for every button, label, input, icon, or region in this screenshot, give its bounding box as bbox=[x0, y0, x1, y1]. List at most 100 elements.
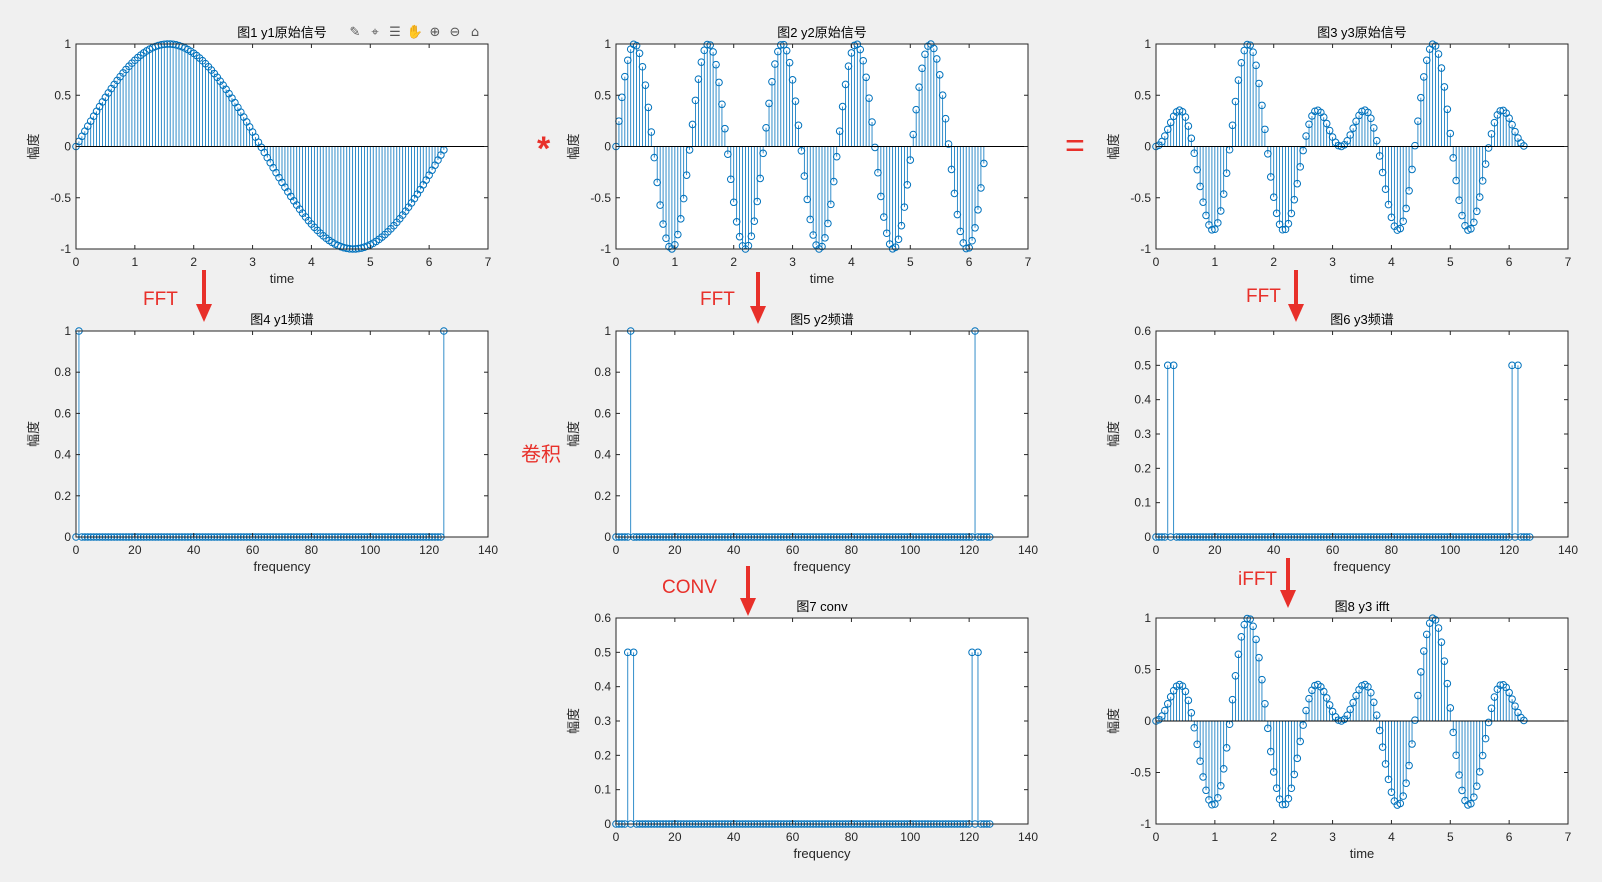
stem-marker bbox=[1214, 793, 1222, 802]
y-tick-label: 0.5 bbox=[54, 88, 71, 102]
stem-marker bbox=[659, 220, 667, 228]
stem-marker bbox=[1375, 726, 1384, 735]
stem-marker bbox=[1249, 48, 1257, 57]
stem-marker bbox=[694, 75, 703, 83]
stem-marker bbox=[700, 46, 709, 55]
stem-marker bbox=[1208, 226, 1216, 234]
stem-marker bbox=[1369, 698, 1378, 707]
stem-marker bbox=[1467, 799, 1475, 808]
y-tick-label: 0 bbox=[64, 140, 71, 154]
stem-marker bbox=[1269, 768, 1278, 776]
stem-marker bbox=[1246, 615, 1254, 623]
y-tick-label: 0.8 bbox=[594, 365, 611, 379]
stem-marker bbox=[1414, 117, 1422, 125]
equals-sign: = bbox=[1065, 127, 1085, 165]
stem-marker bbox=[1375, 152, 1384, 160]
stem-marker bbox=[777, 41, 785, 49]
x-tick-label: 6 bbox=[1506, 830, 1513, 844]
stem-marker bbox=[706, 41, 714, 49]
stem-marker bbox=[909, 130, 918, 139]
stem-marker bbox=[1349, 124, 1357, 132]
x-tick-label: 80 bbox=[845, 830, 859, 844]
x-tick-label: 4 bbox=[1388, 830, 1395, 844]
stem-marker bbox=[1520, 142, 1528, 150]
x-tick-label: 2 bbox=[1270, 255, 1277, 269]
y-axis-label: 幅度 bbox=[1106, 421, 1121, 447]
legend-icon[interactable]: ☰ bbox=[389, 24, 401, 40]
stem-marker bbox=[1261, 125, 1269, 134]
stem-marker bbox=[1258, 101, 1266, 110]
x-tick-label: 1 bbox=[1212, 255, 1219, 269]
stem-marker bbox=[829, 177, 838, 186]
stem-marker bbox=[912, 105, 920, 114]
stem-marker bbox=[1240, 46, 1249, 55]
stem-marker bbox=[932, 55, 941, 63]
stem-marker bbox=[1305, 694, 1313, 703]
fft-label-2: FFT bbox=[700, 289, 735, 310]
stem-marker bbox=[847, 49, 856, 57]
stem-marker bbox=[1272, 209, 1281, 218]
stem-marker bbox=[1222, 744, 1231, 752]
y-tick-label: 0 bbox=[604, 530, 611, 544]
stem-marker bbox=[635, 49, 644, 58]
stem-marker bbox=[1278, 800, 1287, 809]
x-tick-label: 1 bbox=[672, 255, 679, 269]
axes-box bbox=[75, 330, 489, 538]
stem-marker bbox=[1163, 361, 1172, 370]
stem-marker bbox=[632, 41, 641, 50]
stem-marker bbox=[1269, 193, 1278, 202]
home-icon[interactable]: ⌂ bbox=[470, 24, 480, 40]
stem-marker bbox=[1455, 196, 1463, 205]
stem-marker bbox=[1246, 41, 1254, 49]
stem-marker bbox=[1281, 800, 1290, 809]
y-tick-label: -1 bbox=[600, 242, 611, 256]
stem-marker bbox=[1234, 650, 1243, 659]
zoom-out-icon[interactable]: ⊖ bbox=[449, 24, 461, 40]
data-tip-icon[interactable]: ⌖ bbox=[371, 24, 379, 40]
stem-marker bbox=[921, 50, 929, 59]
stem-marker bbox=[1431, 616, 1440, 624]
stem-marker bbox=[862, 73, 870, 82]
x-tick-label: 2 bbox=[730, 255, 737, 269]
stem-marker bbox=[1216, 207, 1225, 215]
stem-marker bbox=[662, 234, 670, 243]
y-tick-label: 1 bbox=[604, 37, 611, 51]
x-tick-label: 140 bbox=[478, 543, 498, 557]
stem-marker bbox=[724, 150, 732, 159]
stem-marker bbox=[1437, 638, 1446, 646]
stem-marker bbox=[1440, 657, 1449, 665]
y-tick-label: 0.3 bbox=[594, 714, 611, 728]
x-tick-label: 120 bbox=[419, 543, 439, 557]
stem-marker bbox=[1299, 721, 1307, 729]
stem-marker bbox=[1470, 793, 1478, 801]
stem-marker bbox=[824, 219, 832, 228]
x-tick-label: 40 bbox=[187, 543, 201, 557]
stem-marker bbox=[1231, 671, 1240, 680]
stem-marker bbox=[1367, 114, 1375, 123]
y-tick-label: 0 bbox=[1144, 530, 1151, 544]
pan-icon[interactable]: ✋ bbox=[406, 24, 424, 40]
stem-marker bbox=[1396, 224, 1405, 233]
stem-marker bbox=[1467, 224, 1475, 233]
chart-p3: 0 1 2 3 4 5 6 7 -1 -0.5 0 0.5 1 图3 y3原始信号 time 幅度 bbox=[1106, 25, 1572, 286]
stem-marker bbox=[1490, 693, 1499, 701]
stem-marker bbox=[1420, 73, 1428, 81]
stem-marker bbox=[977, 184, 985, 192]
brush-icon[interactable]: ✎ bbox=[349, 24, 361, 40]
stem-marker bbox=[1384, 200, 1393, 209]
stem-marker bbox=[785, 58, 794, 67]
stem-marker bbox=[1240, 620, 1249, 629]
x-tick-label: 0 bbox=[1153, 830, 1160, 844]
x-tick-label: 6 bbox=[426, 255, 433, 269]
stem-series bbox=[1152, 40, 1528, 234]
stem-marker bbox=[947, 165, 956, 174]
y-tick-label: 0.3 bbox=[1134, 427, 1151, 441]
x-tick-label: 4 bbox=[1388, 255, 1395, 269]
stem-marker bbox=[971, 223, 979, 232]
stem-marker bbox=[791, 97, 800, 105]
stem-series bbox=[72, 40, 448, 253]
zoom-in-icon[interactable]: ⊕ bbox=[429, 24, 441, 40]
arrow-ifft bbox=[1280, 558, 1296, 608]
y-tick-label: 0.6 bbox=[54, 406, 71, 420]
stem-marker bbox=[1290, 195, 1299, 204]
